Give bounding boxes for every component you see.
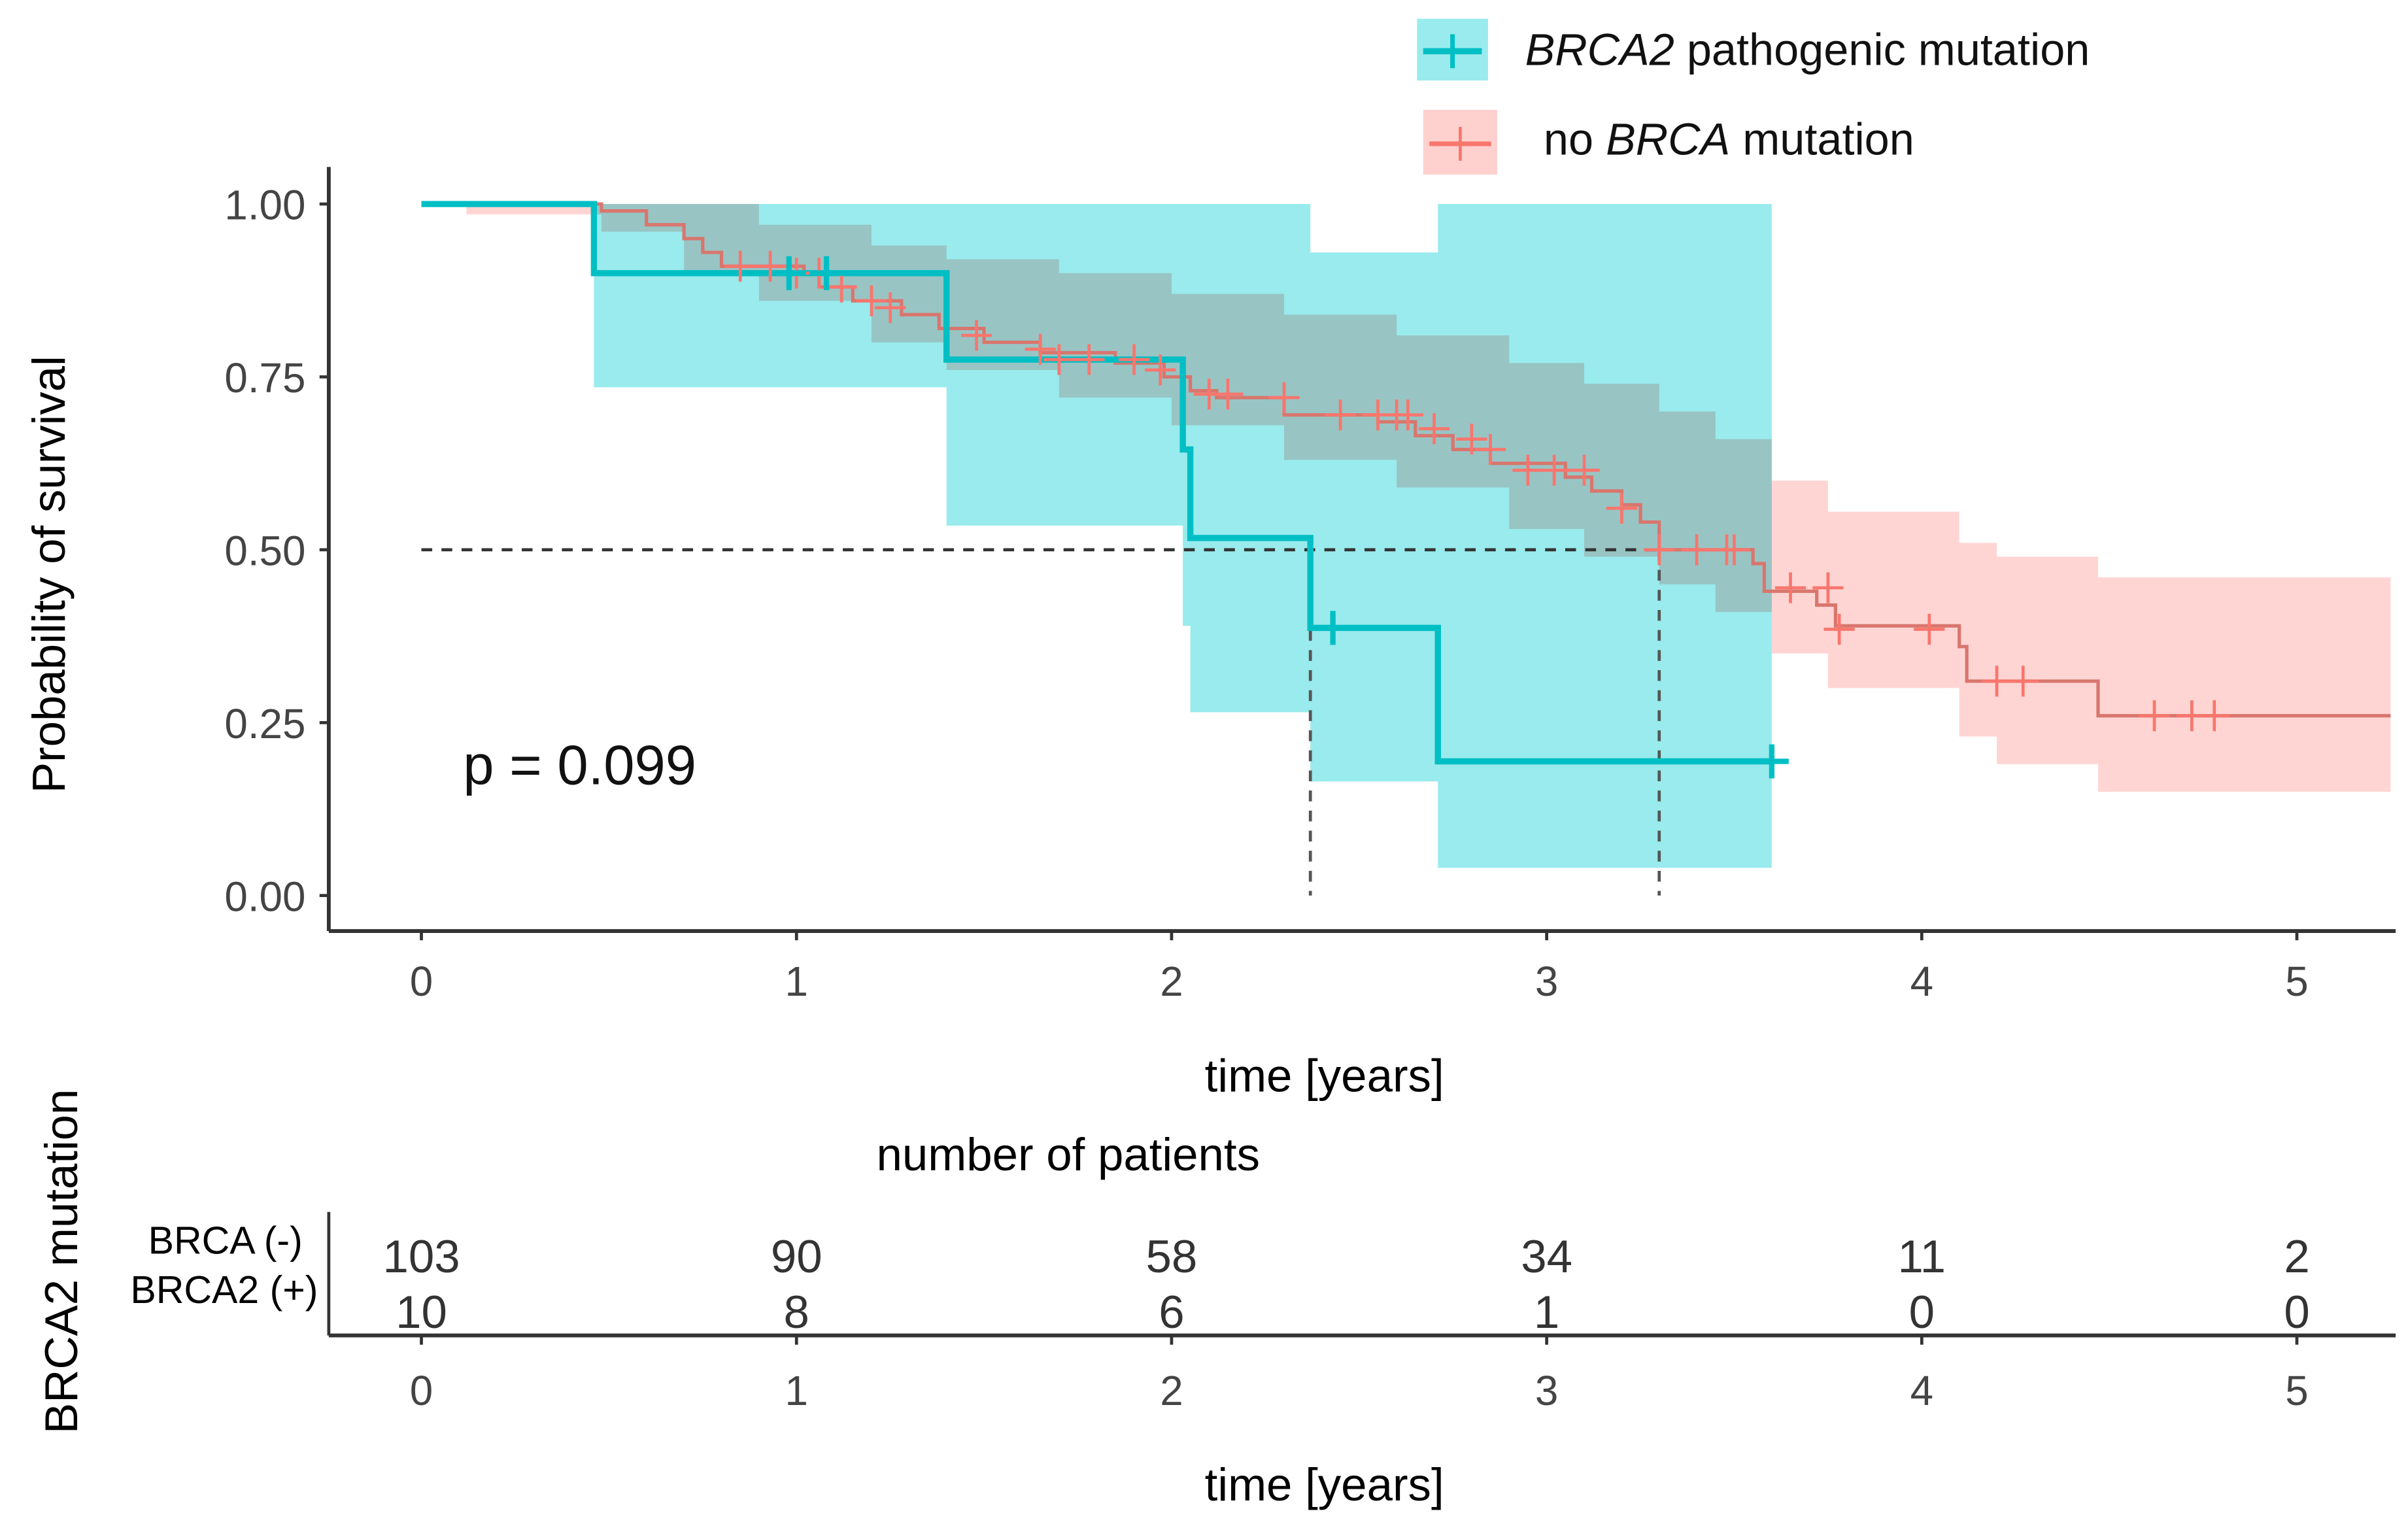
censor-mark-no-brca: [875, 292, 906, 324]
risk-table-cell: 6: [1159, 1287, 1184, 1338]
risk-table-cell: 1: [1534, 1287, 1559, 1338]
survival-curve-brca2: [421, 201, 1772, 765]
censor-mark-no-brca: [1418, 413, 1450, 445]
censor-mark-no-brca: [1392, 399, 1423, 431]
censor-mark-no-brca: [1718, 534, 1750, 566]
risk-table-cell: 90: [771, 1231, 822, 1283]
censor-mark-no-brca: [856, 285, 887, 316]
censor-mark-no-brca: [1145, 354, 1176, 386]
plot-area: [421, 201, 2391, 896]
risk-x-tick-label: 2: [1160, 1367, 1183, 1414]
y-axis-title: Probability of survival: [24, 356, 75, 793]
censor-mark-no-brca: [1325, 399, 1356, 431]
risk-table-title: number of patients: [876, 1129, 1260, 1181]
censor-mark-no-brca: [1268, 382, 1300, 413]
censor-mark-brca2: [772, 256, 806, 290]
censor-mark-no-brca: [1118, 344, 1150, 375]
risk-x-tick-label: 1: [785, 1367, 807, 1414]
censor-mark-no-brca: [1823, 613, 1855, 645]
legend: BRCA2 pathogenic mutation no BRCA mutati…: [1417, 18, 2090, 175]
risk-x-tick-label: 4: [1910, 1367, 1933, 1414]
censor-mark-no-brca: [1512, 454, 1544, 486]
ci-band-no-brca: [421, 204, 2391, 792]
censor-mark-no-brca: [2007, 666, 2039, 697]
censor-mark-no-brca: [2199, 700, 2230, 732]
censor-mark-no-brca: [724, 250, 756, 282]
risk-x-tick-label: 3: [1535, 1367, 1558, 1414]
x-tick-label: 5: [2285, 958, 2308, 1005]
censor-mark-no-brca: [1474, 433, 1506, 466]
censor-mark-brca2: [1754, 744, 1789, 779]
censor-mark-no-brca: [1043, 344, 1075, 375]
censor-mark-no-brca: [1456, 424, 1487, 455]
risk-table-y-title: BRCA2 mutation: [36, 1089, 88, 1434]
censor-mark-no-brca: [1681, 534, 1712, 566]
risk-table-cell: 0: [1909, 1287, 1935, 1338]
risk-table-cell: 34: [1521, 1231, 1572, 1283]
risk-table-x-title: time [years]: [1205, 1459, 1444, 1511]
y-tick-label: 0.00: [224, 873, 305, 920]
risk-table-cell: 2: [2284, 1231, 2309, 1283]
censor-mark-no-brca: [960, 320, 992, 351]
legend-label-brca2: BRCA2 pathogenic mutation: [1525, 25, 2090, 75]
risk-x-tick-label: 5: [2285, 1367, 2308, 1414]
risk-x-tick-label: 0: [410, 1367, 433, 1414]
risk-table-cell: 0: [2284, 1287, 2309, 1338]
risk-table-cell: 10: [396, 1287, 447, 1338]
x-tick-label: 4: [1910, 958, 1933, 1005]
risk-table-cell: 103: [382, 1231, 460, 1283]
censor-mark-no-brca: [826, 271, 857, 303]
censor-mark-no-brca: [1538, 454, 1570, 486]
y-tick-label: 1.00: [224, 182, 305, 229]
legend-label-no-brca: no BRCA mutation: [1544, 114, 1914, 164]
censor-mark-brca2: [809, 256, 844, 290]
censor-mark-no-brca: [1606, 492, 1637, 524]
censor-mark-no-brca: [1914, 613, 1945, 645]
x-axis-title: time [years]: [1205, 1051, 1444, 1102]
p-value-annotation: p = 0.099: [463, 735, 696, 797]
censor-mark-no-brca: [1212, 379, 1244, 410]
censor-mark-no-brca: [755, 250, 786, 282]
x-tick-label: 2: [1160, 958, 1183, 1005]
x-tick-label: 3: [1535, 958, 1558, 1005]
risk-table-cell: 8: [784, 1287, 809, 1338]
y-tick-label: 0.25: [224, 700, 305, 747]
censor-mark-no-brca: [1074, 344, 1105, 375]
y-tick-label: 0.50: [224, 527, 305, 574]
y-tick-label: 0.75: [224, 354, 305, 401]
ci-band-brca2: [421, 204, 1772, 868]
x-tick-label: 1: [785, 958, 807, 1005]
risk-table-cell: 58: [1146, 1231, 1198, 1283]
risk-table-cell: 11: [1898, 1231, 1946, 1283]
censor-mark-no-brca: [1644, 534, 1675, 566]
censor-mark-no-brca: [1981, 666, 2012, 697]
x-tick-label: 0: [410, 958, 433, 1005]
censor-mark-no-brca: [1812, 572, 1844, 603]
censor-mark-brca2: [1315, 611, 1350, 645]
censor-mark-no-brca: [1774, 572, 1806, 603]
risk-row-label-brca2-pos: BRCA2 (+): [130, 1268, 318, 1312]
risk-row-label-brca-neg: BRCA (-): [148, 1219, 303, 1262]
censor-mark-no-brca: [1569, 454, 1600, 486]
censor-mark-no-brca: [2139, 700, 2170, 732]
censor-mark-no-brca: [1025, 333, 1056, 365]
